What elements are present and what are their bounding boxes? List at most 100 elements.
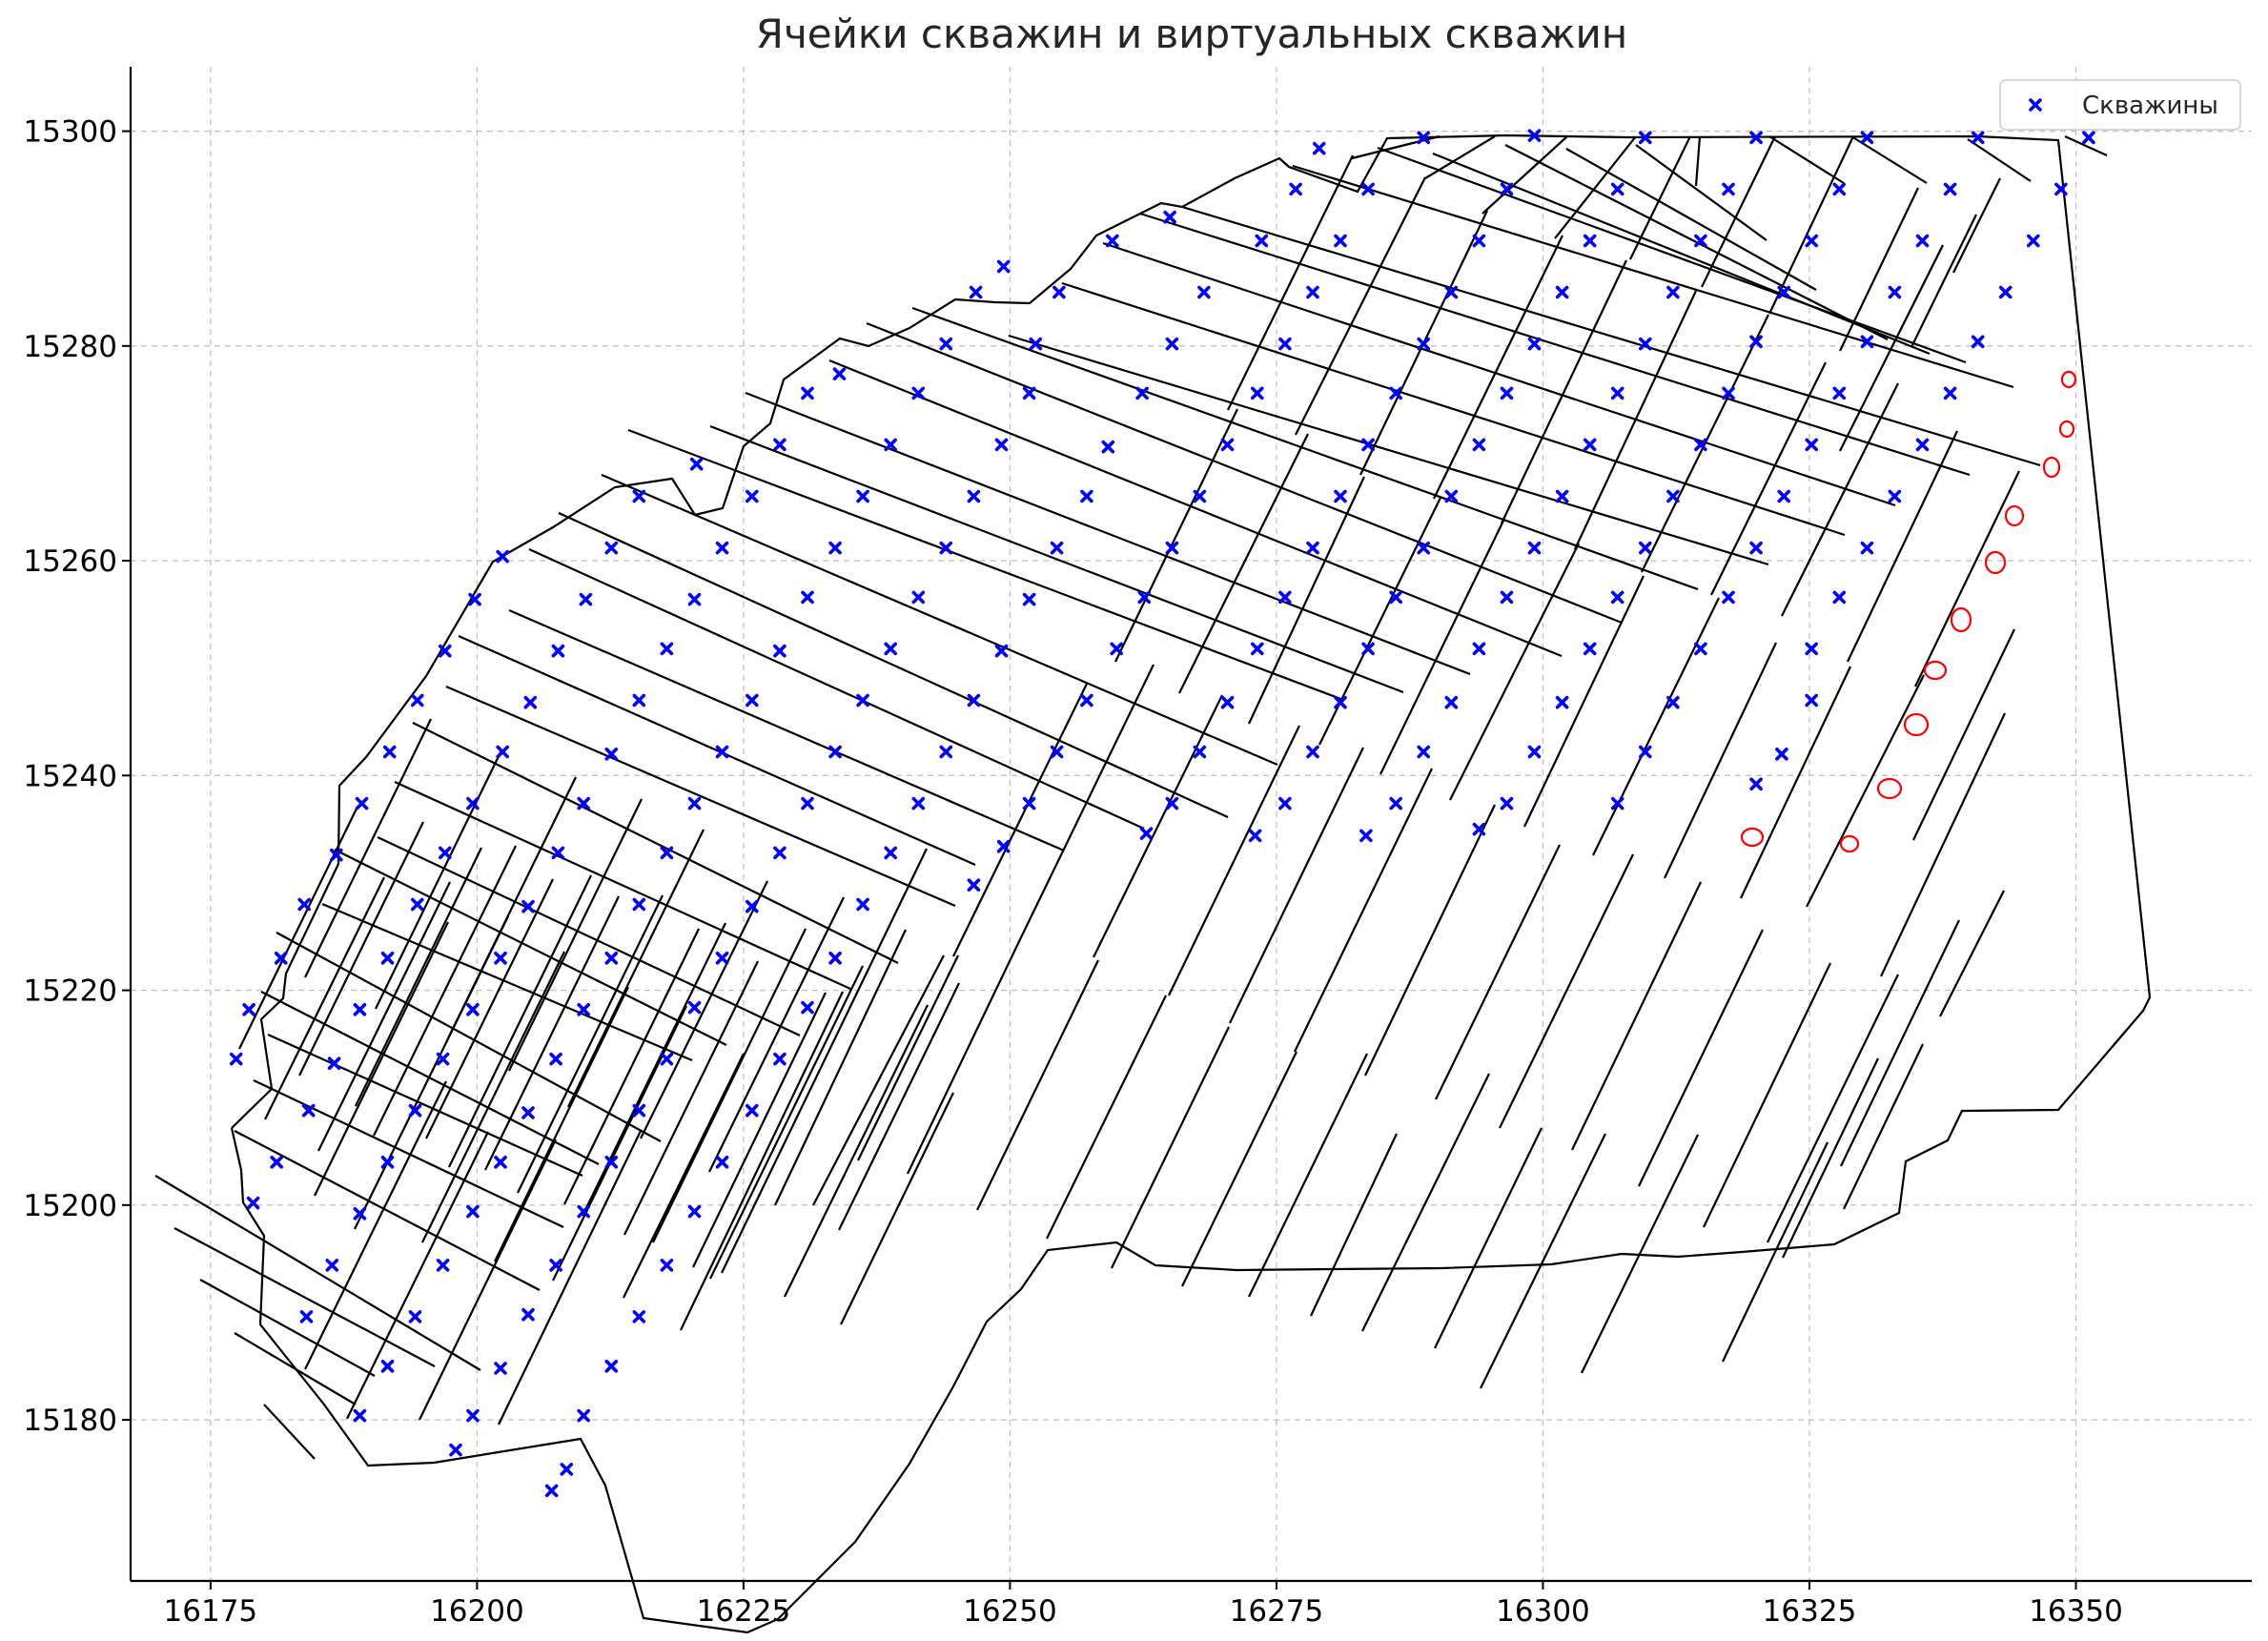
cell-edge xyxy=(517,894,664,1194)
red-mark xyxy=(2060,370,2077,389)
well-point xyxy=(1417,541,1430,555)
well-point xyxy=(1583,642,1597,656)
cell-edge xyxy=(840,1092,954,1325)
well-point xyxy=(1022,592,1036,606)
cell-edge xyxy=(419,1138,557,1421)
cell-edge xyxy=(652,928,807,1243)
cell-edge xyxy=(1248,1053,1368,1298)
x-tick-label: 16275 xyxy=(1230,1594,1324,1629)
well-point xyxy=(745,693,759,708)
well-point xyxy=(773,644,787,658)
cell-edge xyxy=(828,359,1563,658)
well-point xyxy=(1101,440,1115,454)
well-point xyxy=(773,1052,787,1066)
cell-edge xyxy=(1111,1026,1230,1269)
cell-edge xyxy=(1565,148,1817,291)
well-point xyxy=(1527,337,1542,351)
well-point xyxy=(715,1156,729,1169)
well-point xyxy=(1971,335,1985,349)
well-point xyxy=(1860,131,1874,145)
well-point xyxy=(438,644,452,658)
well-point xyxy=(801,590,814,605)
cell-edge xyxy=(1967,138,2032,182)
well-point xyxy=(382,745,397,759)
well-point xyxy=(549,1259,562,1272)
well-point xyxy=(1417,745,1430,759)
cell-edge xyxy=(1292,164,2014,389)
well-point xyxy=(494,951,507,965)
well-point xyxy=(967,878,981,892)
cell-edge xyxy=(1914,470,2020,687)
well-point xyxy=(1500,386,1514,400)
cell-edge xyxy=(1379,518,1505,775)
well-point xyxy=(1805,642,1818,656)
cell-edge xyxy=(1022,664,1154,934)
well-point xyxy=(1163,210,1176,224)
red-mark xyxy=(2042,456,2061,479)
cell-edge xyxy=(394,780,851,991)
cell-edge xyxy=(375,749,502,1010)
cell-edge xyxy=(623,960,759,1236)
cell-edge xyxy=(1574,290,1697,550)
cell-edge xyxy=(1504,144,1889,340)
red-mark xyxy=(2004,504,2025,527)
cell-edge xyxy=(563,928,700,1205)
red-annotations xyxy=(1740,370,2077,853)
cell-edge xyxy=(1377,146,1967,364)
well-point xyxy=(1639,131,1652,145)
well-point xyxy=(1278,796,1292,810)
well-point xyxy=(773,846,787,860)
well-point xyxy=(1555,489,1569,503)
chart-title: Ячейки скважин и виртуальных скважин xyxy=(756,10,1627,57)
well-point xyxy=(577,796,591,810)
cell-edge xyxy=(1102,241,1896,507)
well-point xyxy=(353,1408,367,1423)
well-point xyxy=(2082,131,2095,145)
cell-edge xyxy=(709,965,864,1280)
well-point xyxy=(1052,285,1066,299)
well-point xyxy=(1472,234,1486,248)
cell-edge xyxy=(1638,929,1764,1187)
well-point xyxy=(577,1408,591,1423)
cell-edge xyxy=(708,896,845,1173)
cell-edge xyxy=(627,428,1344,702)
y-tick-label: 15260 xyxy=(23,544,117,579)
well-point xyxy=(604,747,619,761)
cell-edge xyxy=(1806,674,1925,908)
cell-edge xyxy=(1839,244,1944,452)
cell-edge xyxy=(304,718,432,978)
cell-edge xyxy=(314,921,449,1197)
cell-edge xyxy=(1635,144,1767,241)
well-point xyxy=(1666,489,1680,503)
cell-edge xyxy=(425,878,554,1139)
y-tick-label: 15220 xyxy=(23,974,117,1009)
well-point xyxy=(1306,745,1319,759)
well-point xyxy=(1472,438,1486,452)
well-point xyxy=(1832,590,1847,605)
cell-edge xyxy=(1139,212,1971,477)
cell-edge xyxy=(1294,768,1433,1053)
cell-edge xyxy=(1501,259,1627,524)
cell-edge xyxy=(1008,334,1769,566)
well-point xyxy=(1639,337,1652,351)
legend-label: Скважины xyxy=(2082,92,2218,120)
cell-edge xyxy=(1592,597,1720,856)
well-point xyxy=(380,1156,395,1169)
cell-edge xyxy=(866,321,1623,625)
well-point xyxy=(299,1310,314,1323)
well-point xyxy=(436,1052,450,1066)
well-point xyxy=(270,1156,284,1169)
well-point xyxy=(715,951,729,965)
well-point xyxy=(660,1052,674,1066)
well-point xyxy=(632,693,646,708)
well-point xyxy=(1832,182,1847,196)
cell-edge xyxy=(494,986,629,1262)
cell-edge xyxy=(355,847,482,1107)
cell-edge xyxy=(1093,694,1223,958)
cell-edge xyxy=(234,1130,541,1291)
well-point xyxy=(1444,695,1459,709)
well-point xyxy=(466,796,480,810)
well-point xyxy=(1583,438,1597,452)
cell-edge xyxy=(1740,666,1851,899)
well-point xyxy=(1777,285,1790,299)
